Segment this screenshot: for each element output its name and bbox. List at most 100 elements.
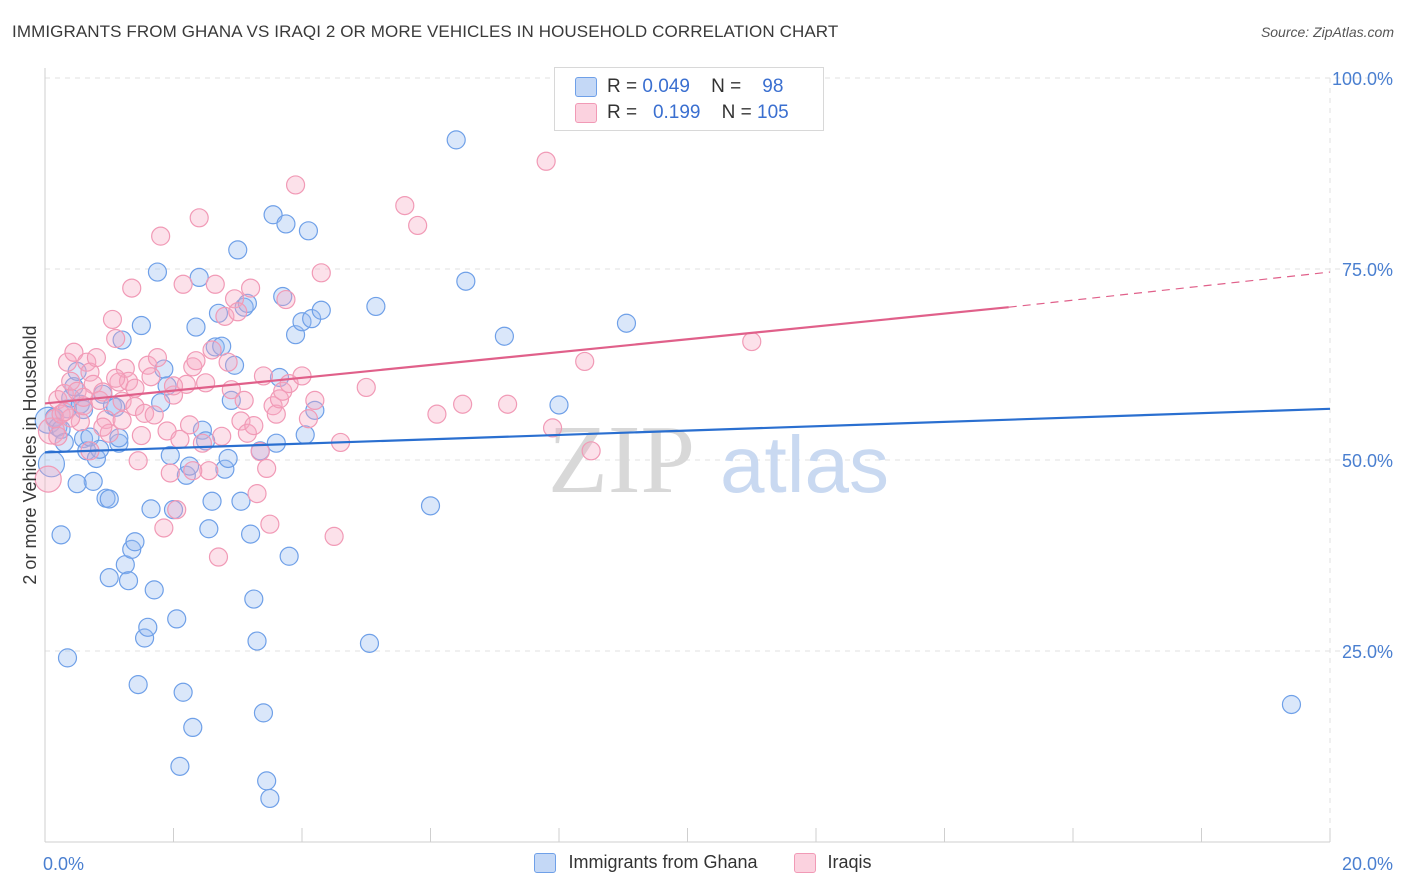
point-iraqi <box>51 404 71 424</box>
point-iraqi <box>427 404 447 424</box>
axes <box>44 68 1331 843</box>
grid-lines <box>45 77 1392 842</box>
point-ghana <box>173 682 193 702</box>
point-ghana <box>260 788 280 809</box>
point-ghana <box>125 532 145 552</box>
point-iraqi <box>186 351 206 371</box>
point-ghana <box>186 317 206 337</box>
legend-row-ghana: R = 0.049 N = 98 <box>575 74 783 100</box>
point-iraqi <box>285 175 306 195</box>
point-iraqi <box>173 274 193 294</box>
point-iraqi <box>231 411 251 431</box>
legend-item-iraqi: Iraqis <box>793 852 872 873</box>
point-iraqi <box>311 263 331 283</box>
point-iraqi <box>70 412 90 432</box>
chart-title: IMMIGRANTS FROM GHANA VS IRAQI 2 OR MORE… <box>12 22 839 41</box>
point-iraqi <box>498 394 518 414</box>
point-ghana <box>247 631 267 651</box>
point-iraqi <box>125 378 145 398</box>
legend-label-ghana: Immigrants from Ghana <box>568 852 758 872</box>
y-tick-label: 100.0% <box>1332 69 1393 89</box>
point-ghana <box>189 267 209 288</box>
point-iraqi <box>183 461 203 481</box>
point-ghana <box>199 519 219 539</box>
watermark-atlas: atlas <box>720 420 889 509</box>
point-iraqi <box>160 463 180 483</box>
point-ghana <box>616 313 637 333</box>
y-tick-label: 50.0% <box>1342 451 1393 471</box>
trend-line-iraqi <box>44 306 1009 405</box>
trend-line-ghana <box>44 407 1331 454</box>
point-ghana <box>218 448 238 469</box>
point-ghana <box>99 568 119 588</box>
legend-n-value: 98 <box>762 76 784 97</box>
point-iraqi <box>199 461 219 481</box>
point-ghana <box>118 571 139 591</box>
point-iraqi <box>260 514 280 534</box>
y-axis-label: 2 or more Vehicles in Household <box>20 325 40 584</box>
point-iraqi <box>581 441 601 461</box>
watermark: ZIP atlas <box>548 406 889 514</box>
series-legend: Immigrants from Ghana Iraqis <box>0 852 1406 873</box>
legend-r-value: 0.199 <box>652 102 701 123</box>
point-ghana <box>1281 694 1302 715</box>
trend-lines <box>44 271 1331 454</box>
point-iraqi <box>138 355 158 375</box>
point-ghana <box>170 756 190 776</box>
x-tick-label: 0.0% <box>43 854 84 874</box>
point-iraqi <box>742 331 762 352</box>
point-ghana <box>183 717 203 738</box>
point-ghana <box>276 214 296 234</box>
point-iraqi <box>237 423 257 443</box>
point-iraqi <box>247 484 267 504</box>
point-iraqi <box>542 418 563 438</box>
point-ghana <box>279 546 299 566</box>
point-ghana <box>99 489 119 509</box>
point-ghana <box>128 675 148 695</box>
point-ghana <box>244 589 264 609</box>
point-ghana <box>202 491 222 511</box>
point-iraqi <box>141 367 161 387</box>
source-label: Source: ZipAtlas.com <box>1260 24 1394 40</box>
point-ghana <box>311 300 331 320</box>
point-iraqi <box>73 387 94 407</box>
point-ghana <box>228 240 248 260</box>
correlation-legend: R = 0.049 N = 98 R = 0.199 N = 105 <box>554 67 824 131</box>
point-ghana <box>144 580 164 600</box>
point-ghana <box>67 474 87 494</box>
point-iraqi <box>395 195 415 216</box>
point-iraqi <box>106 368 126 388</box>
point-iraqi <box>356 377 376 398</box>
point-ghana <box>138 617 158 637</box>
point-iraqi <box>257 458 277 479</box>
point-iraqi <box>122 278 142 298</box>
point-iraqi <box>218 352 238 372</box>
point-ghana <box>109 433 129 453</box>
point-iraqi <box>179 415 200 435</box>
point-iraqi <box>128 451 148 471</box>
point-iraqi <box>266 404 286 424</box>
point-iraqi <box>250 441 270 462</box>
legend-r-value: 0.049 <box>642 76 690 97</box>
point-iraqi <box>212 426 232 446</box>
watermark-zip: ZIP <box>548 406 695 514</box>
point-ghana <box>359 633 380 653</box>
point-ghana <box>215 459 235 479</box>
legend-label-iraqi: Iraqis <box>827 852 872 872</box>
point-iraqi <box>192 433 213 453</box>
point-ghana <box>494 326 514 346</box>
y-tick-label: 75.0% <box>1342 260 1393 280</box>
trend-line-iraqi-extension <box>1008 271 1331 308</box>
point-iraqi <box>167 500 187 520</box>
x-tick-label: 20.0% <box>1342 854 1393 874</box>
point-ghana <box>141 499 161 519</box>
legend-swatch-iraqi <box>575 103 597 123</box>
point-iraqi <box>208 547 229 567</box>
point-iraqi <box>575 351 595 372</box>
point-iraqi <box>205 274 225 294</box>
point-ghana <box>446 130 466 150</box>
point-ghana <box>420 496 441 516</box>
point-ghana <box>298 221 319 241</box>
legend-n-label: N = <box>711 76 742 97</box>
